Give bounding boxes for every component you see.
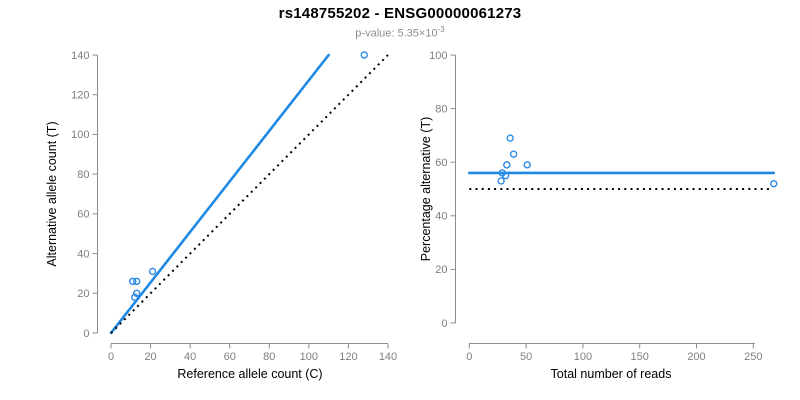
- data-point: [523, 161, 531, 169]
- data-point: [509, 150, 518, 158]
- data-point: [131, 293, 139, 301]
- identity-50pct-line: [110, 54, 389, 334]
- p-value-base: 5.35×10: [397, 27, 438, 40]
- data-point: [133, 277, 141, 286]
- y-tick-label: 40: [435, 211, 447, 223]
- left-y-axis-label: Alternative allele count (T): [45, 121, 59, 267]
- x-tick-label: 60: [224, 351, 236, 363]
- x-tick-label: 0: [466, 351, 472, 363]
- data-point: [497, 177, 505, 185]
- y-tick-label: 120: [71, 90, 89, 102]
- y-tick-label: 60: [435, 157, 447, 169]
- p-value-prefix: p-value:: [355, 27, 398, 40]
- x-tick-label: 140: [379, 351, 397, 363]
- x-tick-label: 100: [300, 351, 318, 363]
- y-tick-label: 100: [429, 50, 447, 62]
- x-tick-label: 50: [520, 351, 532, 363]
- data-point: [506, 134, 514, 142]
- y-tick-label: 0: [441, 318, 447, 330]
- x-tick-label: 120: [339, 351, 357, 363]
- fitted-allelic-ratio-line: [109, 53, 330, 335]
- x-tick-label: 150: [631, 351, 649, 363]
- x-tick-label: 20: [144, 351, 156, 363]
- data-point: [503, 161, 511, 169]
- y-tick-label: 80: [435, 103, 447, 115]
- data-point: [501, 171, 510, 180]
- y-tick-label: 60: [77, 209, 89, 221]
- data-point: [148, 267, 157, 276]
- x-tick-label: 200: [687, 351, 705, 363]
- x-tick-label: 40: [184, 351, 196, 363]
- y-tick-label: 100: [71, 129, 89, 141]
- data-point: [770, 179, 778, 188]
- p-value-exponent: -3: [437, 25, 445, 34]
- left-x-axis-label: Reference allele count (C): [177, 367, 323, 381]
- y-tick-label: 80: [77, 169, 89, 181]
- x-tick-label: 100: [574, 351, 592, 363]
- x-tick-label: 250: [744, 351, 762, 363]
- y-tick-label: 40: [77, 248, 89, 260]
- right-x-axis-label: Total number of reads: [550, 367, 672, 381]
- y-tick-label: 140: [71, 50, 89, 62]
- data-point: [360, 51, 368, 59]
- p-value-subtitle: p-value: 5.35×10-3: [0, 25, 800, 40]
- data-point: [129, 277, 137, 286]
- y-tick-label: 0: [83, 328, 89, 340]
- data-point: [133, 289, 141, 297]
- right-y-axis-label: Percentage alternative (T): [419, 116, 433, 262]
- y-tick-label: 20: [77, 288, 89, 300]
- x-tick-label: 0: [108, 351, 114, 363]
- x-tick-label: 80: [263, 351, 275, 363]
- chart-title: rs148755202 - ENSG00000061273: [278, 5, 522, 22]
- y-tick-label: 20: [435, 264, 447, 276]
